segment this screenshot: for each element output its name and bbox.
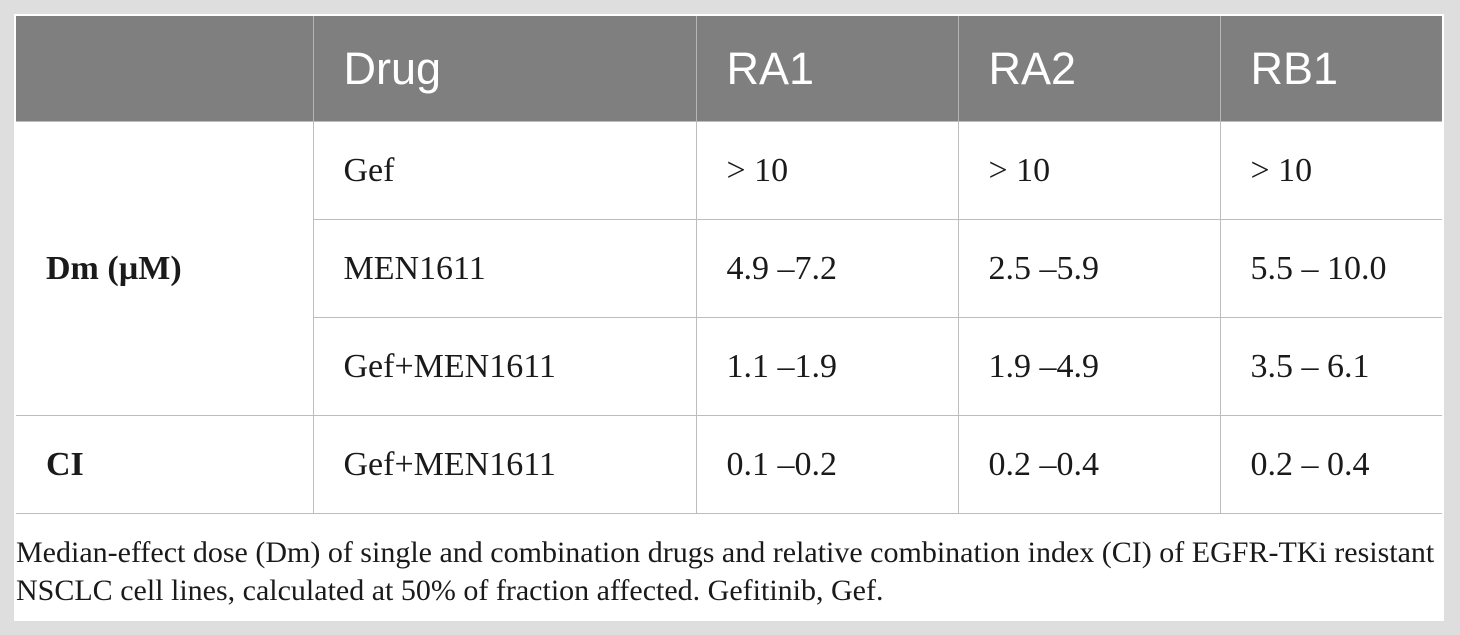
value-cell: 1.9 –4.9 (957, 317, 1221, 416)
table-row: Dm (µM) Gef > 10 > 10 > 10 (16, 121, 1442, 416)
table-caption: Median-effect dose (Dm) of single and co… (16, 536, 1435, 607)
table-row: MEN1611 4.9 –7.2 2.5 –5.9 5.5 – 10.0 (16, 219, 1442, 318)
results-table: Drug RA1 RA2 RB1 Dm (µM) Gef > 10 > 10 >… (16, 16, 1442, 514)
value-cell: 1.1 –1.9 (695, 317, 959, 416)
group-label-dm: Dm (µM) (16, 121, 314, 416)
header-cell-ra2: RA2 (958, 16, 1221, 122)
value-cell: 5.5 – 10.0 (1219, 219, 1442, 318)
drug-cell: Gef+MEN1611 (312, 415, 697, 514)
value-cell: 2.5 –5.9 (957, 219, 1221, 318)
header-cell-empty (16, 16, 314, 122)
drug-cell: Gef (312, 121, 697, 220)
value-cell: > 10 (957, 121, 1221, 220)
header-cell-drug: Drug (313, 16, 697, 122)
value-cell: 0.2 –0.4 (957, 415, 1221, 514)
header-cell-ra1: RA1 (696, 16, 959, 122)
header-cell-rb1: RB1 (1220, 16, 1442, 122)
drug-cell: Gef+MEN1611 (313, 317, 697, 416)
table-row: CI Gef+MEN1611 0.1 –0.2 0.2 –0.4 0.2 – 0… (16, 415, 1442, 514)
value-cell: > 10 (695, 121, 959, 220)
value-cell: 0.2 – 0.4 (1219, 415, 1442, 514)
table-figure: Drug RA1 RA2 RB1 Dm (µM) Gef > 10 > 10 >… (14, 14, 1444, 621)
value-cell: 4.9 –7.2 (695, 219, 959, 318)
value-cell: > 10 (1219, 121, 1442, 220)
group-label-ci: CI (16, 415, 314, 514)
table-row: Gef+MEN1611 1.1 –1.9 1.9 –4.9 3.5 – 6.1 (16, 317, 1442, 416)
drug-cell: MEN1611 (313, 219, 697, 318)
header-row: Drug RA1 RA2 RB1 (16, 16, 1442, 122)
value-cell: 3.5 – 6.1 (1219, 317, 1442, 416)
value-cell: 0.1 –0.2 (695, 415, 959, 514)
